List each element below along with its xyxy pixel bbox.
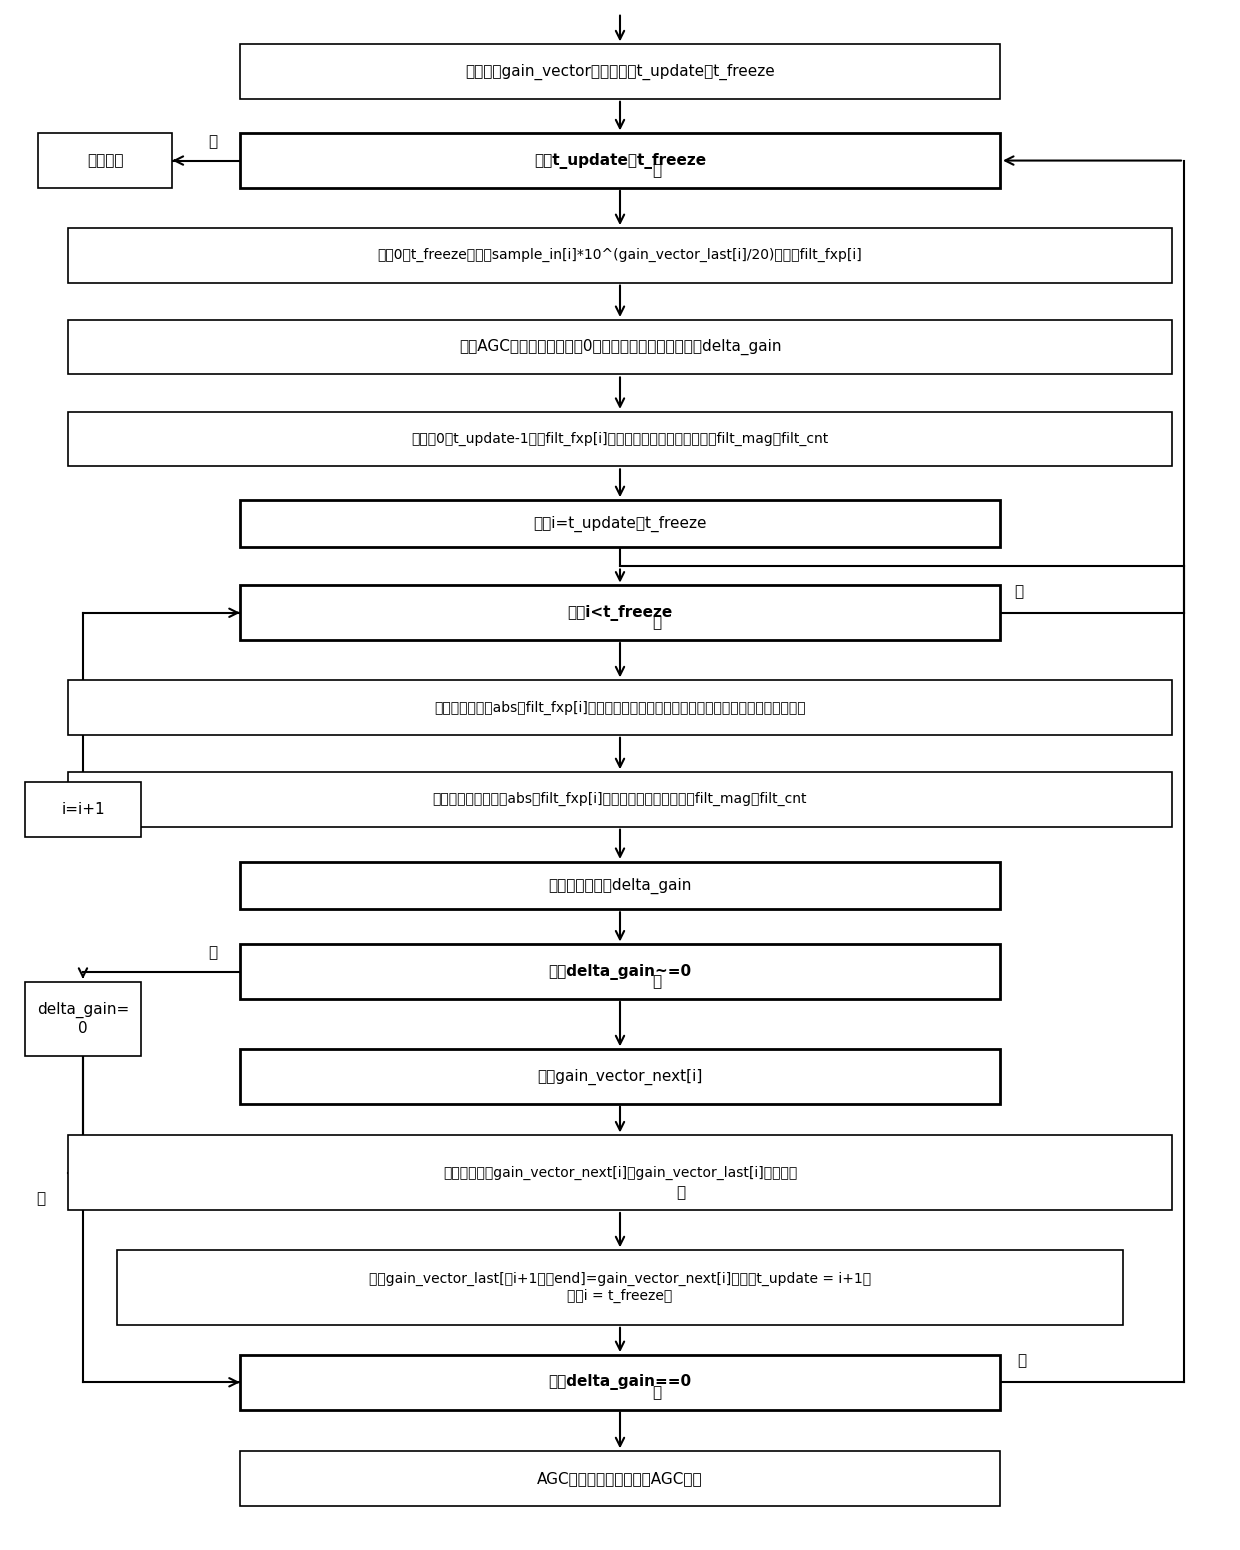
Text: 否: 否 bbox=[208, 135, 217, 149]
Text: 否: 否 bbox=[208, 946, 217, 961]
Text: 增益判决，输出delta_gain: 增益判决，输出delta_gain bbox=[548, 877, 692, 894]
FancyBboxPatch shape bbox=[118, 1251, 1122, 1325]
FancyBboxPatch shape bbox=[239, 45, 1001, 99]
FancyBboxPatch shape bbox=[25, 783, 141, 837]
Text: 停止检测: 停止检测 bbox=[87, 153, 123, 167]
Text: 否: 否 bbox=[1014, 584, 1023, 598]
Text: i=i+1: i=i+1 bbox=[61, 801, 104, 817]
Text: 在长度0：t_update-1，对filt_fxp[i]进行滤波，输出滤波后的数据filt_mag，filt_cnt: 在长度0：t_update-1，对filt_fxp[i]进行滤波，输出滤波后的数… bbox=[412, 432, 828, 446]
Text: 对当前的样点取abs（filt_fxp[i]），与饱和门限、峰值门限、峰均比门限比对，更新计数器: 对当前的样点取abs（filt_fxp[i]），与饱和门限、峰值门限、峰均比门限… bbox=[434, 701, 806, 715]
Text: 否: 否 bbox=[677, 1186, 686, 1200]
FancyBboxPatch shape bbox=[68, 228, 1172, 282]
FancyBboxPatch shape bbox=[239, 501, 1001, 547]
Text: 判断当前更新gain_vector_next[i]与gain_vector_last[i]是否相等: 判断当前更新gain_vector_next[i]与gain_vector_la… bbox=[443, 1166, 797, 1180]
FancyBboxPatch shape bbox=[239, 944, 1001, 998]
Text: delta_gain=
0: delta_gain= 0 bbox=[37, 1003, 129, 1035]
Text: AGC收敛时间到达，结束AGC循环: AGC收敛时间到达，结束AGC循环 bbox=[537, 1471, 703, 1486]
FancyBboxPatch shape bbox=[68, 680, 1172, 735]
Text: 更新gain_vector_next[i]: 更新gain_vector_next[i] bbox=[537, 1068, 703, 1085]
Text: 判断delta_gain==0: 判断delta_gain==0 bbox=[548, 1375, 692, 1390]
Text: 是: 是 bbox=[652, 163, 661, 178]
FancyBboxPatch shape bbox=[239, 1451, 1001, 1505]
FancyBboxPatch shape bbox=[239, 862, 1001, 910]
FancyBboxPatch shape bbox=[239, 133, 1001, 188]
FancyBboxPatch shape bbox=[68, 412, 1172, 467]
Text: 判断delta_gain~=0: 判断delta_gain~=0 bbox=[548, 964, 692, 980]
Text: 初始AGC的检测计数器置为0，饱和值，峰值，峰均比，delta_gain: 初始AGC的检测计数器置为0，饱和值，峰值，峰均比，delta_gain bbox=[459, 339, 781, 355]
Text: 更新gain_vector_last[（i+1）：end]=gain_vector_next[i]；更新t_update = i+1；
更新i = t_free: 更新gain_vector_last[（i+1）：end]=gain_vecto… bbox=[370, 1273, 870, 1302]
Text: 否: 否 bbox=[1018, 1353, 1027, 1369]
FancyBboxPatch shape bbox=[25, 981, 141, 1057]
FancyBboxPatch shape bbox=[239, 1355, 1001, 1409]
Text: 在（0：t_freeze）内，sample_in[i]*10^(gain_vector_last[i]/20)，输出filt_fxp[i]: 在（0：t_freeze）内，sample_in[i]*10^(gain_vec… bbox=[378, 248, 862, 262]
FancyBboxPatch shape bbox=[239, 586, 1001, 640]
FancyBboxPatch shape bbox=[68, 772, 1172, 826]
FancyBboxPatch shape bbox=[239, 1049, 1001, 1104]
Text: 判断i<t_freeze: 判断i<t_freeze bbox=[568, 604, 672, 622]
FancyBboxPatch shape bbox=[37, 133, 172, 188]
Text: 判断t_update＜t_freeze: 判断t_update＜t_freeze bbox=[534, 152, 706, 169]
Text: 是: 是 bbox=[652, 975, 661, 989]
FancyBboxPatch shape bbox=[68, 1135, 1172, 1211]
Text: 遍历i=t_update：t_freeze: 遍历i=t_update：t_freeze bbox=[533, 516, 707, 532]
Text: 是: 是 bbox=[652, 615, 661, 631]
Text: 将当前的样点绝对值abs（filt_fxp[i]）送入滤波器运算，输出filt_mag，filt_cnt: 将当前的样点绝对值abs（filt_fxp[i]）送入滤波器运算，输出filt_… bbox=[433, 792, 807, 806]
Text: 定义初值gain_vector，起始时间t_update、t_freeze: 定义初值gain_vector，起始时间t_update、t_freeze bbox=[465, 64, 775, 79]
Text: 是: 是 bbox=[37, 1190, 46, 1206]
FancyBboxPatch shape bbox=[68, 319, 1172, 375]
Text: 是: 是 bbox=[652, 1384, 661, 1400]
